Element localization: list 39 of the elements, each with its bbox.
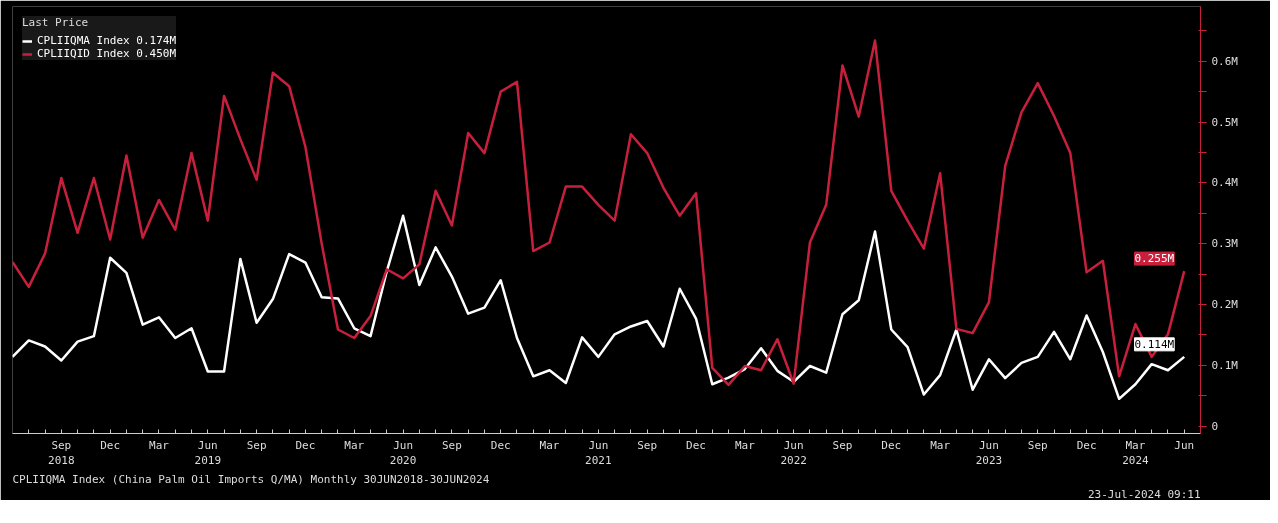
y-tick-label: 0.5M xyxy=(1211,115,1239,129)
x-tick-label: Mar xyxy=(930,438,951,452)
legend-title: Last Price xyxy=(22,16,90,29)
y-tick-label: 0.4M xyxy=(1211,176,1239,190)
x-tick-label: Dec xyxy=(881,438,902,452)
x-tick-label: Jun 2023 xyxy=(975,438,1003,468)
y-tick-label: 0.2M xyxy=(1211,298,1239,312)
x-tick-label: Jun 2022 xyxy=(780,438,807,468)
x-tick-label: Mar xyxy=(344,438,365,452)
x-tick-label: Sep xyxy=(246,438,267,452)
y-tick-label: 0.6M xyxy=(1211,54,1239,68)
x-tick-label: Dec xyxy=(295,438,316,452)
x-tick-label: Jun 2019 xyxy=(194,438,222,468)
y-tick-label: 0.1M xyxy=(1211,358,1239,372)
data-label: 0.114M xyxy=(1134,337,1175,351)
x-tick-label: Jun 2021 xyxy=(585,438,612,468)
x-tick-label: Sep xyxy=(832,438,853,452)
x-tick-label: Mar xyxy=(734,438,756,452)
text: 23-Jul-2024 09:11 xyxy=(1087,487,1201,501)
x-tick-label: Jun 2020 xyxy=(389,438,417,468)
text: CPLIIQMA Index (China Palm Oil Imports Q/MA) Monthly 30JUN2018-30JUN2024 xyxy=(12,472,490,486)
x-tick-label: Dec xyxy=(100,438,121,452)
x-tick-label: Mar 2024 xyxy=(1122,438,1150,468)
x-tick-label: Mar xyxy=(539,438,560,452)
x-tick-label: Sep xyxy=(441,438,462,452)
x-tick-label: Jun xyxy=(1174,438,1195,452)
x-tick-label: Dec xyxy=(490,438,511,452)
y-tick-label: 0 xyxy=(1211,419,1219,433)
legend-label: CPLIIQID Index 0.450M xyxy=(37,47,177,60)
x-tick-label: Sep xyxy=(637,438,658,452)
x-tick-label: Mar xyxy=(149,438,170,452)
x-tick-label: Sep 2018 xyxy=(48,438,75,468)
legend-label: CPLIIQMA Index 0.174M xyxy=(37,34,177,47)
y-tick-label: 0.3M xyxy=(1211,237,1239,251)
x-tick-label: Dec xyxy=(1076,438,1097,452)
x-tick-label: Dec xyxy=(686,438,706,452)
x-tick-label: Sep xyxy=(1027,438,1048,452)
data-label: 0.255M xyxy=(1134,252,1175,266)
line-series xyxy=(12,214,1186,401)
